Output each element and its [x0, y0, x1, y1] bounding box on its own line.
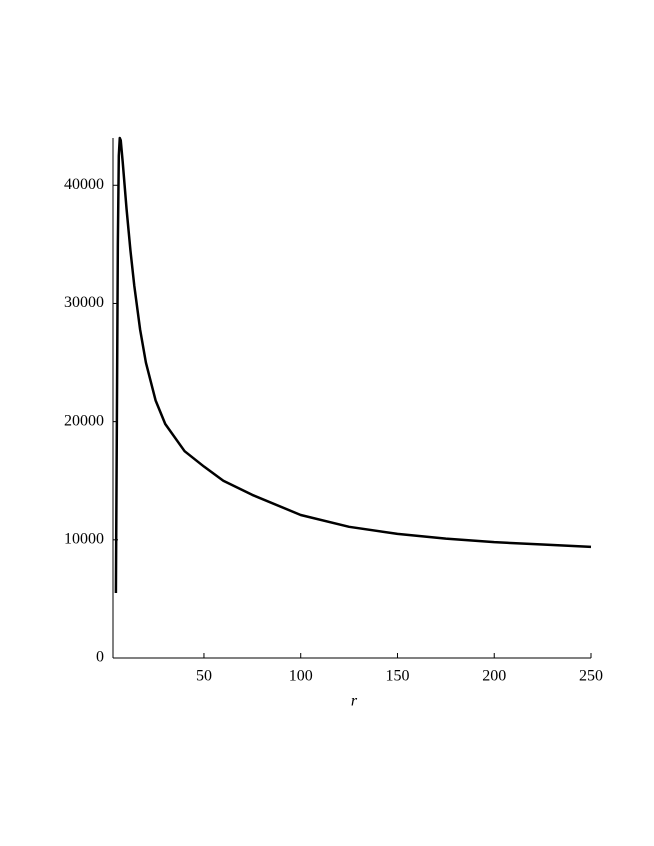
x-tick-label: 250	[579, 668, 603, 685]
x-tick-label: 150	[385, 668, 409, 685]
data-line	[114, 136, 592, 594]
y-tick-label: 10000	[64, 530, 104, 547]
y-tick-label: 40000	[64, 176, 104, 193]
x-tick-label: 200	[482, 668, 506, 685]
x-axis-label: r	[351, 693, 358, 710]
y-tick-label: 30000	[64, 294, 104, 311]
y-tick-label: 0	[96, 649, 104, 666]
x-tick-label: 100	[289, 668, 313, 685]
y-tick-label: 20000	[64, 412, 104, 429]
x-tick-label: 50	[196, 668, 212, 685]
